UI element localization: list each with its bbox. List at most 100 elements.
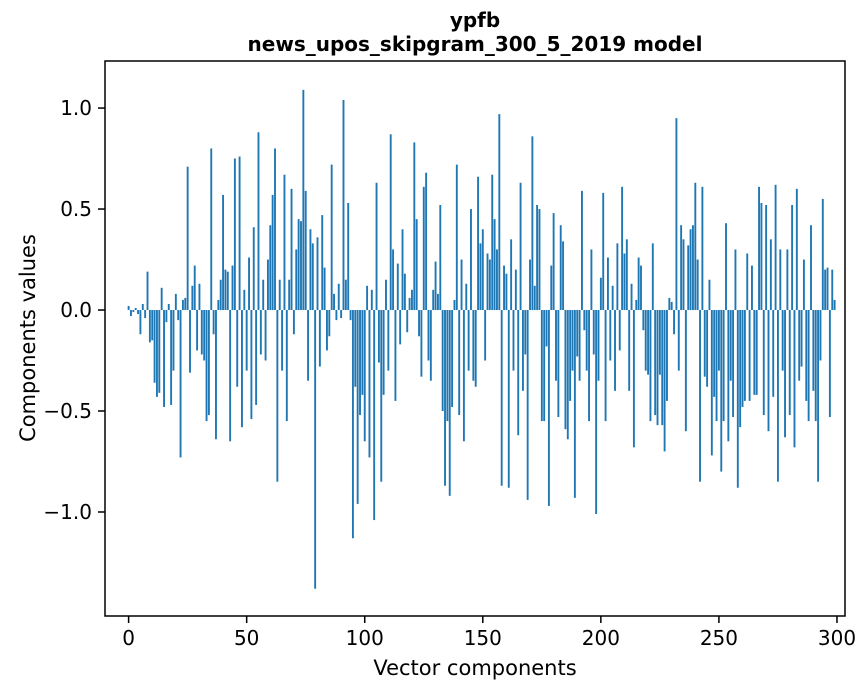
bar [396,263,399,311]
bar [583,310,586,331]
bar [326,310,328,351]
bar [618,310,621,351]
bar [741,310,744,407]
bar [436,293,439,311]
bar [316,237,319,311]
bar [290,188,293,311]
bar [330,164,333,311]
bar [758,186,760,311]
bar [510,239,513,311]
bar [772,310,775,397]
bar [517,310,520,436]
bar [817,310,820,482]
bar [696,259,699,311]
bar [576,310,579,357]
bar [432,289,435,311]
bar [701,186,704,311]
bar [411,289,413,311]
bar [361,310,364,395]
bar [385,279,387,311]
bar [729,310,732,381]
bar [455,164,458,311]
bar [189,310,191,373]
bar [687,245,690,311]
bar [611,285,614,311]
bar [366,285,369,311]
bar [734,249,737,311]
x-tick-label: 300 [818,626,856,650]
bar [304,190,307,311]
bar [307,310,310,381]
bar [751,265,753,311]
bar [743,310,746,401]
bar [288,279,291,311]
x-axis-label: Vector components [373,656,577,680]
bar [635,299,638,311]
bar [649,310,652,422]
bar [262,279,265,311]
bar [710,310,713,456]
bar [571,310,574,371]
bar [599,277,602,311]
bar [403,273,406,311]
bar [389,134,392,311]
bar [658,310,661,375]
x-tick-label: 250 [700,626,738,650]
bar [231,265,234,311]
bar [144,310,147,319]
bar [481,229,484,311]
bar [833,299,836,311]
bar [370,289,373,311]
bar [755,310,758,395]
bar [245,310,248,371]
bar [606,257,609,311]
bar [132,310,135,313]
bar [670,301,673,311]
bar [207,310,210,416]
bar [736,310,739,488]
bar [493,219,496,311]
bar [243,289,246,311]
x-tick-label: 150 [464,626,502,650]
bar [266,259,269,311]
bar [760,202,763,311]
bar [630,283,633,311]
bar [148,310,151,343]
bar [439,205,442,311]
bar [222,194,225,311]
bar [335,310,338,321]
x-tick-label: 0 [122,626,135,650]
bar [540,310,543,422]
bar [675,118,678,311]
bar [217,299,220,311]
bar [422,186,425,311]
bar [141,303,144,311]
bar [727,310,730,442]
bar [484,310,487,361]
bar [276,310,279,482]
bar [444,310,446,486]
bar [828,310,831,418]
bar [521,310,524,391]
bar [793,310,796,448]
bar [507,310,510,488]
bar [259,310,262,355]
bar [597,310,600,381]
bar [382,310,385,395]
bar [151,310,154,341]
bar [819,310,822,361]
bar [536,205,539,311]
bar [429,310,432,381]
bar [333,293,335,311]
bar [328,310,331,337]
bar [418,310,420,337]
bar [281,310,284,371]
bar [318,310,321,367]
bar [632,310,635,448]
bar [340,310,343,319]
bar [255,310,258,405]
bar [196,310,199,351]
bar [786,249,789,311]
